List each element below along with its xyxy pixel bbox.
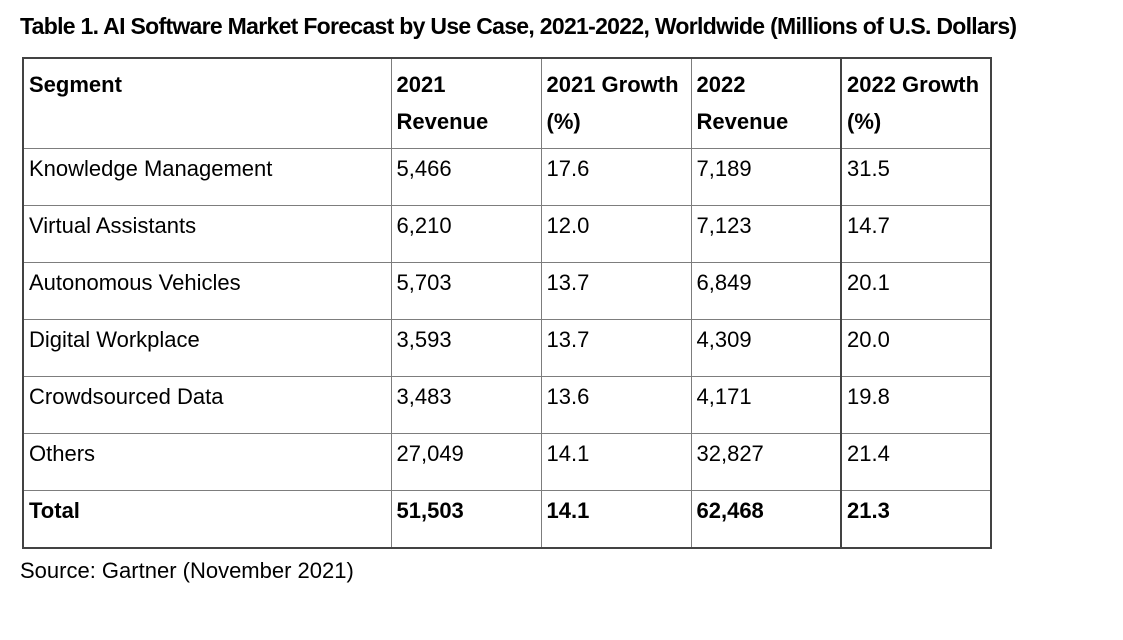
source-note: Source: Gartner (November 2021) <box>20 558 354 583</box>
segment-cell: Knowledge Management <box>22 147 392 206</box>
segment-cell: Total <box>22 489 392 549</box>
revenue-2022-cell: 6,849 <box>690 261 842 320</box>
forecast-table: Segment 2021 Revenue 2021 Growth (%) 202… <box>22 57 992 549</box>
growth-2022-cell: 14.7 <box>840 204 992 263</box>
revenue-2022-cell: 32,827 <box>690 432 842 491</box>
col-header-2021-revenue: 2021 Revenue <box>390 57 542 149</box>
col-header-2022-growth: 2022 Growth (%) <box>840 57 992 149</box>
growth-2022-cell: 20.0 <box>840 318 992 377</box>
segment-cell: Others <box>22 432 392 491</box>
col-header-2022-revenue: 2022 Revenue <box>690 57 842 149</box>
revenue-2022-cell: 4,171 <box>690 375 842 434</box>
growth-2022-cell: 21.4 <box>840 432 992 491</box>
growth-2021-cell: 14.1 <box>540 432 692 491</box>
growth-2022-cell: 20.1 <box>840 261 992 320</box>
revenue-2021-cell: 3,593 <box>390 318 542 377</box>
header-row: Segment 2021 Revenue 2021 Growth (%) 202… <box>22 57 992 149</box>
growth-2022-cell: 21.3 <box>840 489 992 549</box>
growth-2021-cell: 12.0 <box>540 204 692 263</box>
revenue-2022-cell: 62,468 <box>690 489 842 549</box>
col-header-segment: Segment <box>22 57 392 149</box>
growth-2021-cell: 17.6 <box>540 147 692 206</box>
revenue-2021-cell: 5,466 <box>390 147 542 206</box>
growth-2022-cell: 19.8 <box>840 375 992 434</box>
table-row-virtual-assistants: Virtual Assistants 6,210 12.0 7,123 14.7 <box>22 204 992 263</box>
segment-cell: Autonomous Vehicles <box>22 261 392 320</box>
revenue-2022-cell: 7,123 <box>690 204 842 263</box>
segment-cell: Digital Workplace <box>22 318 392 377</box>
revenue-2022-cell: 4,309 <box>690 318 842 377</box>
growth-2021-cell: 13.7 <box>540 318 692 377</box>
table-row-knowledge-management: Knowledge Management 5,466 17.6 7,189 31… <box>22 147 992 206</box>
revenue-2021-cell: 3,483 <box>390 375 542 434</box>
segment-cell: Virtual Assistants <box>22 204 392 263</box>
growth-2021-cell: 13.7 <box>540 261 692 320</box>
col-header-2021-growth: 2021 Growth (%) <box>540 57 692 149</box>
table-row-others: Others 27,049 14.1 32,827 21.4 <box>22 432 992 491</box>
revenue-2021-cell: 27,049 <box>390 432 542 491</box>
table-row-autonomous-vehicles: Autonomous Vehicles 5,703 13.7 6,849 20.… <box>22 261 992 320</box>
table-row-crowdsourced-data: Crowdsourced Data 3,483 13.6 4,171 19.8 <box>22 375 992 434</box>
growth-2021-cell: 14.1 <box>540 489 692 549</box>
revenue-2022-cell: 7,189 <box>690 147 842 206</box>
table-row-total: Total 51,503 14.1 62,468 21.3 <box>22 489 992 549</box>
revenue-2021-cell: 6,210 <box>390 204 542 263</box>
growth-2022-cell: 31.5 <box>840 147 992 206</box>
page-title: Table 1. AI Software Market Forecast by … <box>20 13 1017 39</box>
revenue-2021-cell: 51,503 <box>390 489 542 549</box>
growth-2021-cell: 13.6 <box>540 375 692 434</box>
revenue-2021-cell: 5,703 <box>390 261 542 320</box>
segment-cell: Crowdsourced Data <box>22 375 392 434</box>
table-row-digital-workplace: Digital Workplace 3,593 13.7 4,309 20.0 <box>22 318 992 377</box>
